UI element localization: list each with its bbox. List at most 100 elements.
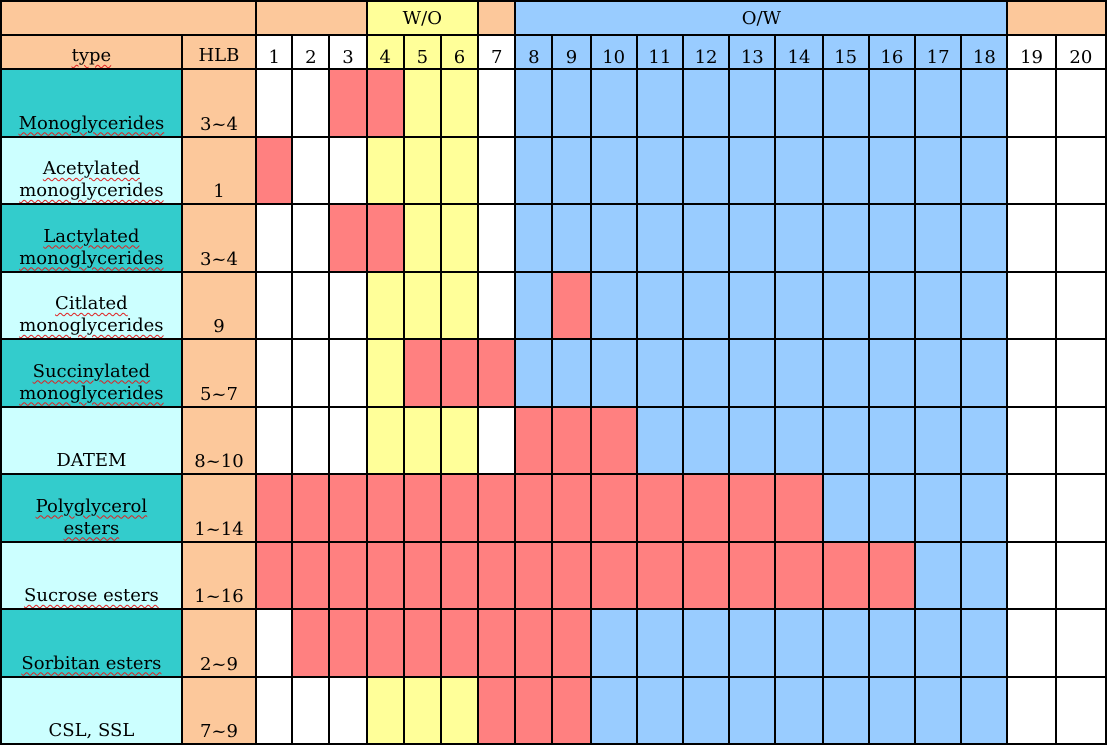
hlb-range-cell	[681, 473, 731, 543]
hlb-range-cell	[477, 675, 517, 745]
hlb-grid-cell	[867, 675, 916, 745]
hlb-grid-cell	[514, 68, 554, 138]
emulsifier-type-line: monoglycerides	[19, 247, 164, 269]
hlb-range-cell	[551, 270, 592, 340]
hlb-grid-cell	[439, 203, 480, 273]
hlb-grid-cell	[439, 405, 480, 475]
hlb-range-cell	[514, 608, 554, 678]
hlb-grid-cell	[821, 68, 870, 138]
table-row: Monoglycerides 3~4	[0, 68, 1107, 138]
hlb-range-cell	[589, 405, 638, 475]
hlb-grid-cell	[728, 338, 777, 408]
hlb-range-cell	[514, 405, 554, 475]
hlb-value: 2~9	[180, 608, 258, 678]
hlb-number-header: 8	[514, 34, 554, 70]
hlb-grid-cell	[365, 675, 405, 745]
hlb-value: 7~9	[180, 675, 258, 745]
hlb-grid-cell	[255, 405, 294, 475]
hlb-range-cell	[291, 473, 331, 543]
hlb-grid-cell	[728, 270, 777, 340]
table-row: Sucrose esters 1~16	[0, 540, 1107, 610]
hlb-number-header: 2	[291, 34, 331, 70]
hlb-grid-cell	[551, 338, 592, 408]
header-blank-7	[477, 0, 517, 36]
hlb-grid-cell	[728, 68, 777, 138]
hlb-grid-cell	[867, 405, 916, 475]
hlb-number-header: 16	[867, 34, 916, 70]
hlb-grid-cell	[635, 338, 684, 408]
table-row: Polyglycerol esters 1~14	[0, 473, 1107, 543]
hlb-grid-cell	[328, 270, 368, 340]
hlb-grid-cell	[291, 68, 331, 138]
hlb-grid-cell	[774, 68, 824, 138]
hlb-grid-cell	[589, 68, 638, 138]
hlb-grid-cell	[477, 203, 517, 273]
hlb-grid-cell	[867, 203, 916, 273]
hlb-grid-cell	[255, 608, 294, 678]
hlb-grid-cell	[913, 675, 963, 745]
hlb-grid-cell	[681, 405, 731, 475]
hlb-grid-cell	[867, 135, 916, 205]
wo-header: W/O	[365, 0, 480, 36]
hlb-grid-cell	[291, 270, 331, 340]
hlb-range-cell	[365, 608, 405, 678]
emulsifier-type: Citlated monoglycerides	[0, 270, 183, 340]
emulsifier-type-line: Lactylated	[43, 225, 140, 247]
hlb-grid-cell	[681, 338, 731, 408]
hlb-range-cell	[774, 540, 824, 610]
emulsifier-type-line: Polyglycerol	[35, 495, 148, 517]
hlb-grid-cell	[728, 203, 777, 273]
hlb-grid-cell	[821, 135, 870, 205]
hlb-grid-cell	[774, 270, 824, 340]
hlb-range-cell	[291, 608, 331, 678]
hlb-number-header: 4	[365, 34, 405, 70]
hlb-grid-cell	[867, 68, 916, 138]
hlb-grid-cell	[291, 338, 331, 408]
hlb-range-cell	[328, 68, 368, 138]
hlb-grid-cell	[514, 270, 554, 340]
hlb-grid-cell	[960, 540, 1009, 610]
header-row-top: W/O O/W	[0, 0, 1107, 36]
hlb-number-header: 20	[1054, 34, 1107, 70]
hlb-value: 1~14	[180, 473, 258, 543]
hlb-grid-cell	[821, 473, 870, 543]
hlb-grid-cell	[402, 675, 442, 745]
hlb-grid-cell	[1054, 270, 1107, 340]
hlb-range-cell	[255, 473, 294, 543]
hlb-range-cell	[328, 473, 368, 543]
hlb-grid-cell	[728, 608, 777, 678]
table-row: Citlated monoglycerides 9	[0, 270, 1107, 340]
hlb-number-header: 17	[913, 34, 963, 70]
hlb-value: 3~4	[180, 203, 258, 273]
hlb-range-cell	[867, 540, 916, 610]
hlb-number-header: 19	[1006, 34, 1057, 70]
hlb-grid-cell	[774, 203, 824, 273]
hlb-grid-cell	[913, 135, 963, 205]
hlb-grid-cell	[960, 405, 1009, 475]
hlb-grid-cell	[255, 270, 294, 340]
hlb-value: 1	[180, 135, 258, 205]
hlb-grid-cell	[1054, 68, 1107, 138]
hlb-number-header: 10	[589, 34, 638, 70]
hlb-grid-cell	[960, 608, 1009, 678]
hlb-grid-cell	[913, 270, 963, 340]
hlb-range-cell	[477, 540, 517, 610]
hlb-number-header: 9	[551, 34, 592, 70]
hlb-grid-cell	[551, 135, 592, 205]
hlb-grid-cell	[477, 270, 517, 340]
hlb-range-cell	[328, 608, 368, 678]
hlb-grid-cell	[1054, 608, 1107, 678]
hlb-range-cell	[439, 608, 480, 678]
hlb-grid-cell	[477, 135, 517, 205]
hlb-grid-cell	[774, 405, 824, 475]
hlb-grid-cell	[913, 338, 963, 408]
hlb-grid-cell	[1054, 405, 1107, 475]
header-blank-right	[1006, 0, 1107, 36]
hlb-range-cell	[365, 68, 405, 138]
hlb-grid-cell	[913, 473, 963, 543]
hlb-grid-cell	[439, 135, 480, 205]
hlb-range-cell	[551, 405, 592, 475]
emulsifier-type-line: monoglycerides	[19, 382, 164, 404]
hlb-grid-cell	[681, 270, 731, 340]
